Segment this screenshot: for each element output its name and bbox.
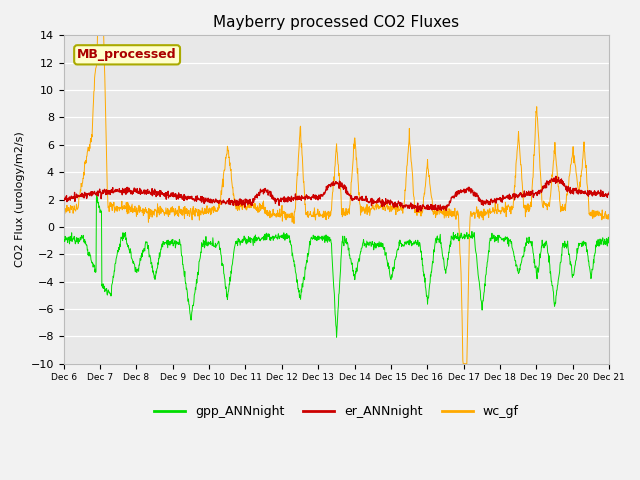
- Y-axis label: CO2 Flux (urology/m2/s): CO2 Flux (urology/m2/s): [15, 132, 25, 267]
- Legend: gpp_ANNnight, er_ANNnight, wc_gf: gpp_ANNnight, er_ANNnight, wc_gf: [149, 400, 524, 423]
- Title: Mayberry processed CO2 Fluxes: Mayberry processed CO2 Fluxes: [213, 15, 460, 30]
- Text: MB_processed: MB_processed: [77, 48, 177, 61]
